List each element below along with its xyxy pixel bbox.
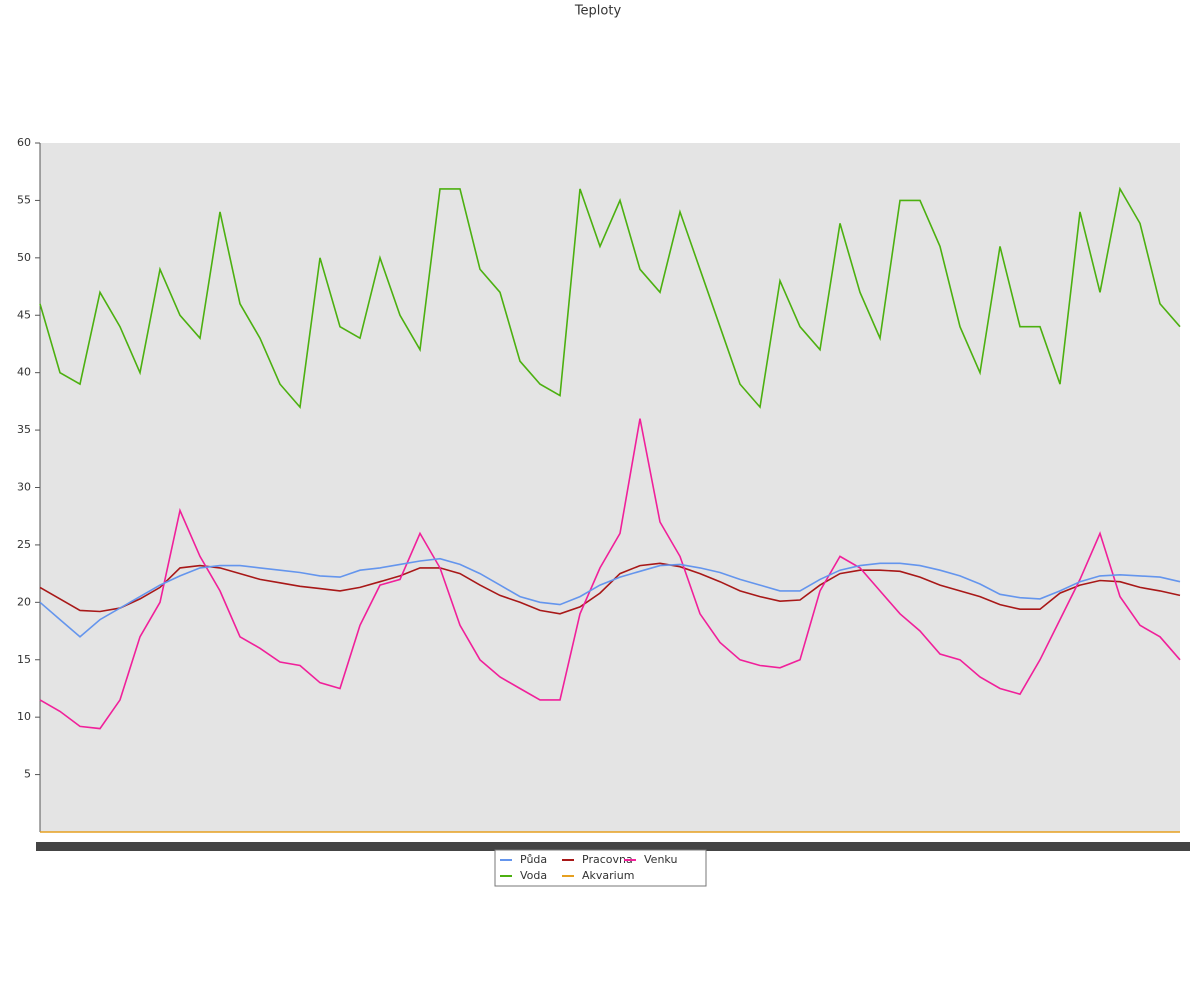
legend-label: Pracovna <box>582 853 633 866</box>
legend-label: Venku <box>644 853 677 866</box>
series-line <box>39 557 1181 638</box>
x-axis-labels <box>36 842 1190 851</box>
y-tick-label: 35 <box>17 423 31 436</box>
series-line <box>39 562 1181 615</box>
y-tick-label: 20 <box>17 595 31 608</box>
y-tick-label: 15 <box>17 653 31 666</box>
y-tick-label: 30 <box>17 481 31 494</box>
y-tick-label: 40 <box>17 366 31 379</box>
y-tick-label: 50 <box>17 251 31 264</box>
y-tick-label: 55 <box>17 193 31 206</box>
y-tick-label: 45 <box>17 308 31 321</box>
y-tick-label: 60 <box>17 136 31 149</box>
y-tick-label: 10 <box>17 710 31 723</box>
legend-label: Akvarium <box>582 869 634 882</box>
legend-label: Voda <box>520 869 547 882</box>
series-line <box>39 186 1181 409</box>
series-line <box>39 418 1181 730</box>
legend-label: Půda <box>520 853 547 866</box>
legend-box <box>494 849 707 887</box>
y-tick-label: 25 <box>17 538 31 551</box>
y-tick-label: 5 <box>24 768 31 781</box>
chart-title: Teploty <box>574 4 622 19</box>
plot-area <box>40 143 1180 832</box>
